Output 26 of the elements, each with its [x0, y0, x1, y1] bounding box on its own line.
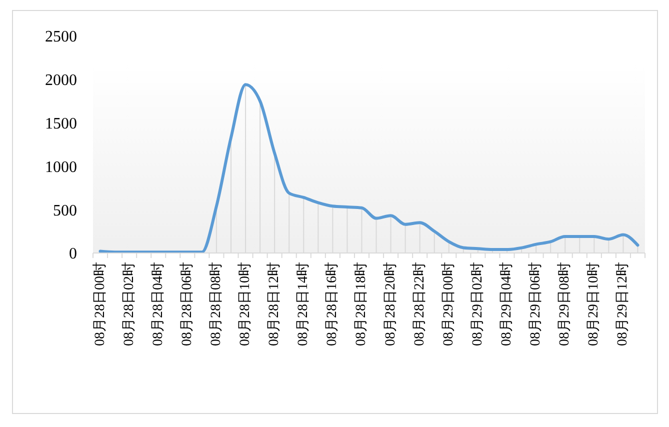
- x-tick-label: 08月28日12时: [266, 262, 282, 346]
- x-tick-label: 08月29日02时: [469, 262, 486, 346]
- x-tick-label: 08月28日10时: [237, 262, 254, 346]
- y-tick-label: 1500: [45, 115, 77, 132]
- x-tick-label: 08月28日08时: [208, 262, 224, 346]
- x-tick-label: 08月29日04时: [498, 262, 514, 346]
- y-tick-label: 0: [69, 246, 77, 263]
- x-tick-label: 08月28日16时: [324, 262, 340, 346]
- x-tick-label: 08月29日10时: [586, 262, 602, 346]
- x-tick-label: 08月28日06时: [178, 262, 195, 346]
- x-tick-label: 08月28日04时: [150, 262, 166, 346]
- x-tick-label: 08月29日12时: [614, 262, 631, 346]
- y-tick-label: 1000: [45, 158, 77, 176]
- x-tick-label: 08月28日20时: [382, 262, 398, 346]
- x-tick-label: 08月28日14时: [295, 262, 312, 346]
- x-tick-label: 08月28日00时: [92, 262, 108, 346]
- x-tick-label: 08月29日08时: [556, 262, 573, 346]
- x-tick-label: 08月29日00时: [440, 262, 456, 346]
- y-tick-label: 2000: [45, 72, 77, 90]
- line-series: [98, 83, 640, 253]
- x-tick-label: 08月28日02时: [120, 262, 137, 346]
- x-tick-label: 08月29日06时: [528, 262, 544, 346]
- x-tick-label: 08月28日18时: [353, 262, 370, 346]
- x-tick-label: 08月28日22时: [411, 262, 428, 346]
- y-tick-label: 500: [53, 202, 77, 220]
- y-tick-label: 2500: [45, 28, 77, 46]
